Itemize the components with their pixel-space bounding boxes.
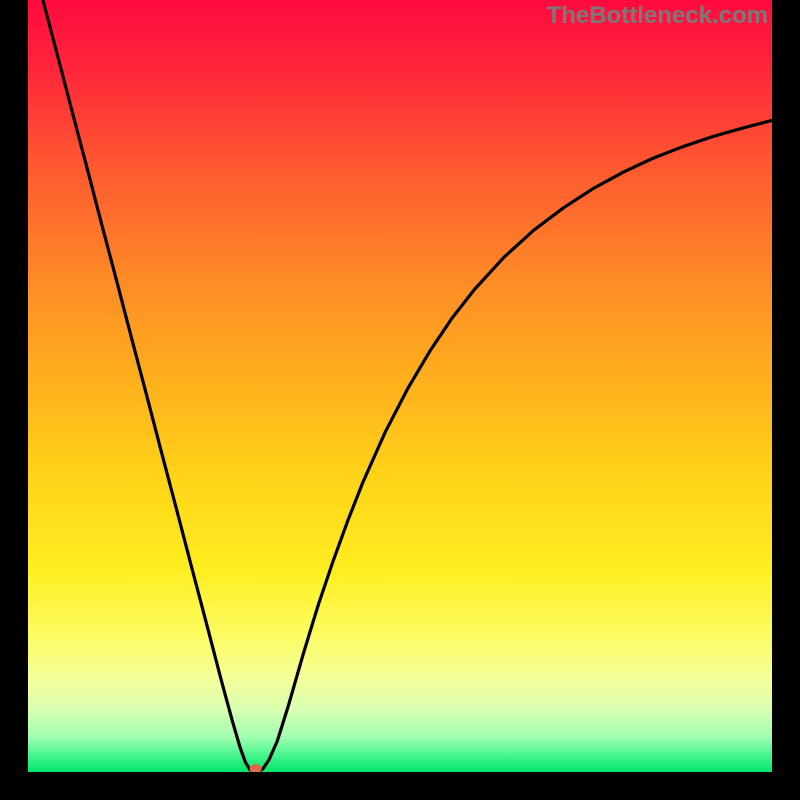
curve-layer	[28, 0, 772, 772]
chart-stage: TheBottleneck.com	[0, 0, 800, 800]
watermark-text: TheBottleneck.com	[547, 2, 768, 30]
plot-area	[28, 0, 772, 772]
bottleneck-curve	[43, 0, 772, 772]
optimal-point-marker	[250, 764, 262, 772]
